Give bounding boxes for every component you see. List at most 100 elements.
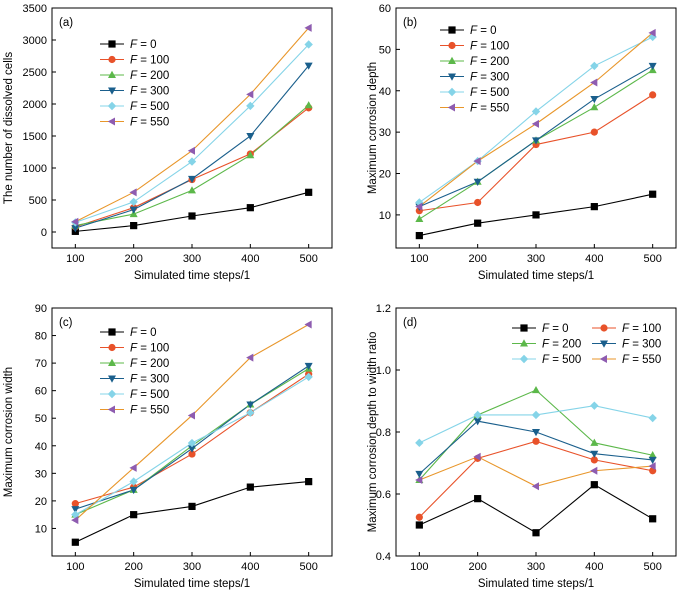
x-tick-label: 200 (124, 561, 142, 573)
legend-marker (448, 41, 456, 50)
data-point (304, 101, 313, 109)
y-tick-label: 20 (379, 169, 391, 181)
y-tick-label: 1.2 (376, 303, 391, 315)
data-point (246, 101, 255, 111)
x-tick-label: 400 (241, 561, 259, 573)
x-tick-label: 400 (241, 253, 259, 265)
legend-marker (447, 103, 455, 112)
legend-marker (447, 87, 457, 97)
data-point (71, 225, 80, 233)
legend-label: F = 500 (470, 87, 509, 99)
data-point (532, 385, 540, 394)
data-point (415, 521, 423, 529)
legend-label: F = 100 (130, 343, 169, 355)
data-point (648, 451, 657, 459)
data-point (129, 463, 137, 472)
legend-label: F = 0 (130, 327, 157, 339)
data-point (188, 502, 196, 510)
data-point (590, 78, 598, 87)
x-tick-label: 100 (66, 561, 84, 573)
legend-label: F = 500 (130, 101, 169, 113)
legend-marker (108, 358, 116, 366)
legend: F = 0 F = 100 F = 200 F = 300 F = 500 F = 550 (440, 25, 509, 115)
data-point (129, 477, 138, 486)
data-point (71, 538, 79, 546)
legend-marker (520, 324, 528, 332)
data-point (415, 470, 424, 479)
data-point (188, 175, 196, 184)
data-point (246, 133, 255, 141)
y-tick-label: 3500 (23, 3, 47, 15)
data-point (473, 157, 481, 166)
legend-marker (108, 40, 116, 48)
legend-label: F = 300 (470, 72, 509, 84)
legend-marker (108, 328, 116, 336)
x-tick-label: 400 (585, 253, 603, 265)
chart-panel-c: 100 200 300 400 500 10 20 30 40 50 60 70 80 90 Simulat… (3, 303, 333, 590)
data-point (129, 486, 138, 495)
series-line (418, 32, 654, 208)
data-point (130, 222, 138, 230)
y-tick-label: 10 (35, 523, 47, 535)
legend-label: F = 300 (130, 86, 169, 98)
x-tick-label: 100 (66, 253, 84, 265)
x-tick-label: 500 (299, 253, 317, 265)
legend-label: F = 200 (470, 56, 509, 68)
legend-label: F = 200 (130, 70, 169, 82)
legend-marker (108, 87, 116, 95)
data-point (590, 203, 598, 211)
y-tick-label: 90 (35, 303, 47, 315)
data-point (71, 516, 79, 525)
y-tick-label: 500 (29, 195, 47, 207)
data-point (532, 429, 540, 437)
legend-label: F = 200 (130, 358, 169, 370)
y-tick-label: 60 (35, 386, 47, 398)
series-line (75, 365, 309, 510)
data-point (187, 438, 197, 448)
panel-label: (c) (59, 317, 73, 329)
data-point (473, 410, 482, 420)
data-point (532, 529, 540, 537)
data-point (590, 438, 599, 446)
data-point (246, 151, 255, 159)
series-line (75, 191, 309, 232)
data-point (187, 411, 195, 420)
y-tick-label: 1.0 (376, 365, 391, 377)
x-tick-label: 400 (585, 561, 603, 573)
y-tick-label: 40 (35, 441, 47, 453)
panel-label: (a) (59, 17, 73, 29)
y-axis-label: Maximum corrosion depth (367, 62, 379, 194)
legend-marker (108, 70, 116, 78)
y-tick-label: 3000 (23, 35, 47, 47)
legend-marker (519, 354, 529, 364)
y-tick-label: 30 (35, 468, 47, 480)
data-point (188, 450, 196, 458)
data-point (246, 353, 254, 362)
x-tick-label: 300 (527, 561, 545, 573)
legend-marker (448, 73, 456, 81)
data-point (71, 500, 79, 508)
data-point (304, 23, 312, 32)
legend-label: F = 0 (130, 39, 157, 51)
y-axis-label: The number of dissolved cells (3, 52, 15, 204)
legend-marker (448, 26, 456, 34)
data-point (305, 188, 313, 196)
legend-label: F = 100 (622, 323, 661, 335)
data-point (71, 506, 80, 514)
data-point (415, 231, 423, 240)
data-point (304, 372, 313, 382)
data-point (590, 128, 598, 136)
y-tick-label: 2000 (23, 99, 47, 111)
data-point (415, 202, 423, 211)
data-point (474, 495, 482, 503)
data-point (187, 157, 197, 166)
data-point (590, 481, 598, 489)
x-tick-label: 100 (410, 253, 428, 265)
legend-label: F = 550 (622, 354, 661, 366)
data-point (648, 462, 656, 471)
data-point (590, 456, 598, 464)
legend-label: F = 500 (542, 354, 581, 366)
data-point (473, 418, 482, 426)
x-tick-label: 200 (468, 561, 486, 573)
data-point (648, 456, 657, 465)
